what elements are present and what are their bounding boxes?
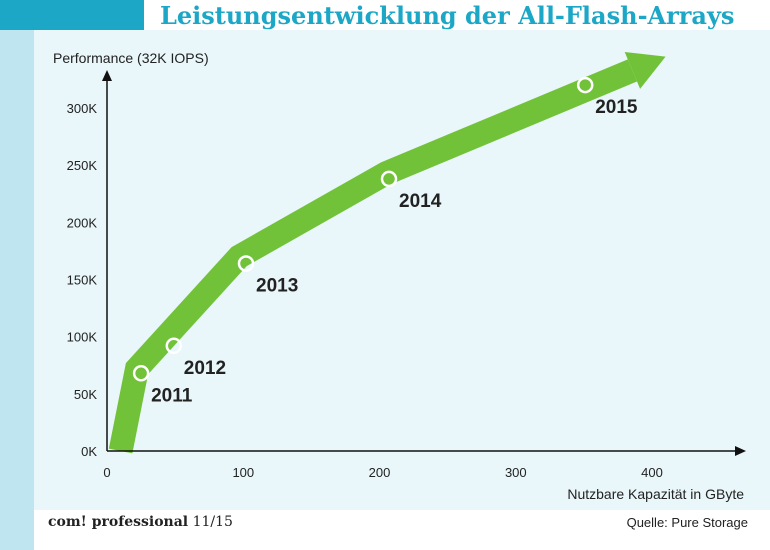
x-tick-label: 100: [232, 465, 254, 480]
y-tick-label: 200K: [67, 215, 98, 230]
year-label-2015: 2015: [595, 97, 638, 118]
x-axis-arrowhead: [735, 446, 746, 456]
x-tick-label: 0: [103, 465, 110, 480]
growth-arrow-head: [624, 52, 666, 89]
chart-axes: [102, 70, 746, 456]
page-title: Leistungsentwicklung der All-Flash-Array…: [160, 1, 735, 30]
chart-panel: [34, 30, 770, 510]
y-tick-label: 50K: [74, 387, 97, 402]
year-markers: 2011 2012 2013 2014 2015: [132, 76, 638, 406]
y-tick-label: 0K: [81, 444, 97, 459]
side-strip: [0, 30, 34, 550]
y-tick-label: 300K: [67, 101, 98, 116]
y-tick-label: 250K: [67, 158, 98, 173]
y-axis-title: Performance (32K IOPS): [53, 50, 209, 66]
x-tick-label: 400: [641, 465, 663, 480]
y-tick-label: 150K: [67, 273, 98, 288]
year-marker-2015: [576, 76, 594, 94]
y-axis-arrowhead: [102, 70, 112, 81]
growth-arrow-body: [108, 59, 638, 454]
year-label-2013: 2013: [256, 276, 298, 297]
y-tick-label: 100K: [67, 330, 98, 345]
header-accent-block: [0, 0, 144, 30]
year-label-2011: 2011: [151, 385, 193, 406]
source-credit: Quelle: Pure Storage: [626, 515, 748, 530]
publication-credit: com! professional 11/15: [48, 514, 233, 530]
x-tick-label: 200: [369, 465, 391, 480]
publication-issue: 11/15: [192, 514, 233, 530]
x-axis-title: Nutzbare Kapazität in GByte: [567, 486, 744, 502]
tick-labels: 0K 50K 100K 150K 200K 250K 300K 0 100 200 300 400: [67, 101, 663, 480]
year-marker-2014: [380, 170, 398, 188]
year-label-2014: 2014: [399, 191, 442, 212]
year-marker-2013: [237, 255, 255, 272]
year-marker-2012: [165, 337, 183, 355]
x-tick-label: 300: [505, 465, 527, 480]
year-marker-2011: [132, 365, 150, 382]
growth-arrow: [108, 52, 666, 454]
publication-name: com! professional: [48, 514, 189, 530]
year-label-2012: 2012: [184, 358, 226, 379]
